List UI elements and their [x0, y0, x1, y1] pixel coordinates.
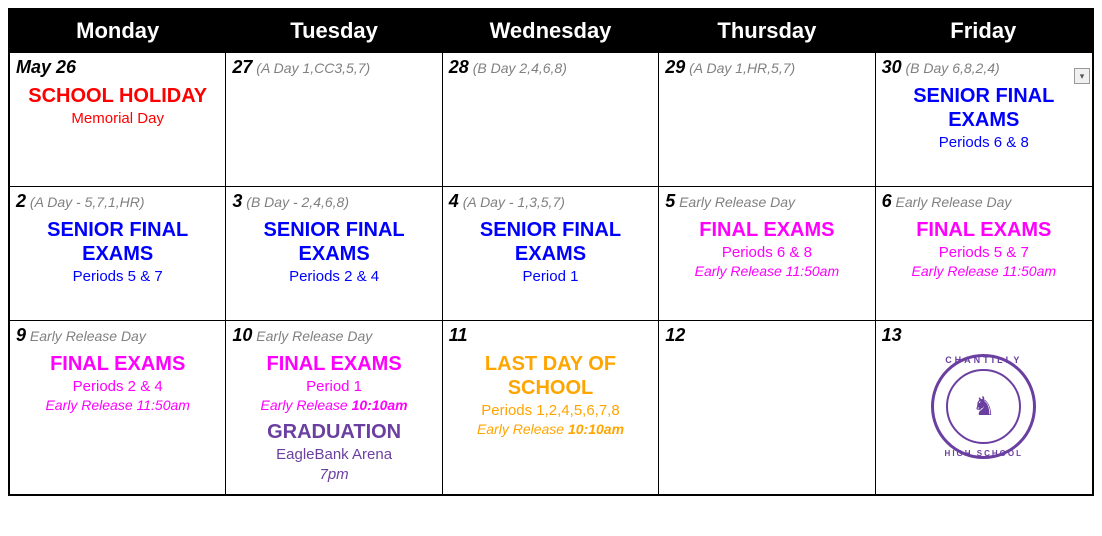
date-label: 2 (A Day - 5,7,1,HR) [16, 191, 219, 212]
day-note: Early Release Day [26, 328, 146, 344]
event-subtitle: Memorial Day [16, 110, 219, 128]
date-label: 10 Early Release Day [232, 325, 435, 346]
event: SENIOR FINAL EXAMS Periods 5 & 7 [16, 218, 219, 286]
header-monday: Monday [10, 10, 226, 52]
event-title: LAST DAY OF SCHOOL [449, 352, 652, 400]
day-note: Early Release Day [252, 328, 372, 344]
event: GRADUATION EagleBank Arena 7pm [232, 420, 435, 484]
day-cell: 10 Early Release DayFINAL EXAMSPeriod 1E… [226, 320, 442, 494]
date-label: May 26 [16, 57, 219, 78]
event-subtitle: Periods 6 & 8 [665, 244, 868, 262]
day-cell: 3 (B Day - 2,4,6,8) SENIOR FINAL EXAMS Per… [226, 186, 442, 320]
event-title: FINAL EXAMS [16, 352, 219, 376]
event-detail: Early Release 10:10am [449, 421, 652, 438]
header-thursday: Thursday [659, 10, 875, 52]
date-label: 27 (A Day 1,CC3,5,7) [232, 57, 435, 78]
header-tuesday: Tuesday [226, 10, 442, 52]
date-label: 3 (B Day - 2,4,6,8) [232, 191, 435, 212]
event: SENIOR FINAL EXAMS Period 1 [449, 218, 652, 286]
event-subtitle: Periods 2 & 4 [232, 268, 435, 286]
event-title: SENIOR FINAL EXAMS [449, 218, 652, 266]
date-label: 4 (A Day - 1,3,5,7) [449, 191, 652, 212]
event: FINAL EXAMS Periods 2 & 4Early Release 11… [16, 352, 219, 414]
day-note: (B Day 6,8,2,4) [902, 60, 1000, 76]
event: FINAL EXAMS Periods 6 & 8Early Release 11… [665, 218, 868, 280]
date-label: 6 Early Release Day [882, 191, 1086, 212]
date-label: 5 Early Release Day [665, 191, 868, 212]
day-cell: 5 Early Release Day FINAL EXAMS Periods 6 … [659, 186, 875, 320]
event-title: SENIOR FINAL EXAMS [882, 84, 1086, 132]
event-title: GRADUATION [232, 420, 435, 444]
event-title: SENIOR FINAL EXAMS [16, 218, 219, 266]
date-label: 30 (B Day 6,8,2,4) [882, 57, 1086, 78]
event-subtitle: Periods 5 & 7 [882, 244, 1086, 262]
event-detail: Early Release 11:50am [882, 263, 1086, 280]
day-note: (A Day 1,HR,5,7) [685, 60, 795, 76]
dropdown-icon[interactable]: ▾ [1074, 68, 1090, 84]
event-title: SENIOR FINAL EXAMS [232, 218, 435, 266]
date-label: 11 [449, 325, 652, 346]
day-note: Early Release Day [675, 194, 795, 210]
day-cell: May 26 SCHOOL HOLIDAY Memorial Day [10, 52, 226, 186]
event-subtitle: Period 1 [449, 268, 652, 286]
event-title: FINAL EXAMS [232, 352, 435, 376]
date-label: 9 Early Release Day [16, 325, 219, 346]
event-subtitle: Periods 1,2,4,5,6,7,8 [449, 402, 652, 420]
event: SENIOR FINAL EXAMS Periods 6 & 8 [882, 84, 1086, 152]
event-title: FINAL EXAMS [882, 218, 1086, 242]
day-cell: 29 (A Day 1,HR,5,7) [659, 52, 875, 186]
header-friday: Friday [876, 10, 1092, 52]
day-cell: 6 Early Release Day FINAL EXAMS Periods 5 … [876, 186, 1092, 320]
event: SCHOOL HOLIDAY Memorial Day [16, 84, 219, 128]
day-cell: 4 (A Day - 1,3,5,7) SENIOR FINAL EXAMS Per… [443, 186, 659, 320]
event-subtitle: Period 1 [232, 378, 435, 396]
day-note: Early Release Day [892, 194, 1012, 210]
date-label: 28 (B Day 2,4,6,8) [449, 57, 652, 78]
day-note: (B Day - 2,4,6,8) [242, 194, 349, 210]
day-note: (A Day 1,CC3,5,7) [252, 60, 370, 76]
header-wednesday: Wednesday [443, 10, 659, 52]
event: LAST DAY OF SCHOOL Periods 1,2,4,5,6,7,8E… [449, 352, 652, 438]
day-note: (B Day 2,4,6,8) [469, 60, 567, 76]
event-subtitle: Periods 2 & 4 [16, 378, 219, 396]
day-note: (A Day - 5,7,1,HR) [26, 194, 145, 210]
day-cell: 9 Early Release Day FINAL EXAMS Periods 2 … [10, 320, 226, 494]
event-detail: 7pm [232, 466, 435, 484]
day-cell: 12 [659, 320, 875, 494]
event-subtitle: Periods 5 & 7 [16, 268, 219, 286]
day-cell: 11 LAST DAY OF SCHOOL Periods 1,2,4,5,6,7,… [443, 320, 659, 494]
day-cell: 27 (A Day 1,CC3,5,7) [226, 52, 442, 186]
date-label: 12 [665, 325, 868, 346]
event-detail: Early Release 10:10am [232, 397, 435, 414]
event-detail: Early Release 11:50am [16, 397, 219, 414]
event-title: FINAL EXAMS [665, 218, 868, 242]
event: SENIOR FINAL EXAMS Periods 2 & 4 [232, 218, 435, 286]
event-detail: Early Release 11:50am [665, 263, 868, 280]
event: FINAL EXAMS Periods 5 & 7Early Release 11… [882, 218, 1086, 280]
date-label: 29 (A Day 1,HR,5,7) [665, 57, 868, 78]
day-note: (A Day - 1,3,5,7) [459, 194, 565, 210]
day-cell: 28 (B Day 2,4,6,8) [443, 52, 659, 186]
day-cell: 2 (A Day - 5,7,1,HR) SENIOR FINAL EXAMS Pe… [10, 186, 226, 320]
day-cell: 30 (B Day 6,8,2,4) SENIOR FINAL EXAMS Peri… [876, 52, 1092, 186]
calendar-grid: Monday Tuesday Wednesday Thursday Friday… [8, 8, 1094, 496]
event: FINAL EXAMS Period 1Early Release 10:10am [232, 352, 435, 414]
event-subtitle: EagleBank Arena [232, 446, 435, 464]
event-title: SCHOOL HOLIDAY [16, 84, 219, 108]
school-logo: CHANTILLY♞HIGH SCHOOL [882, 346, 1086, 466]
day-cell: 13CHANTILLY♞HIGH SCHOOL [876, 320, 1092, 494]
event-subtitle: Periods 6 & 8 [882, 134, 1086, 152]
date-label: 13 [882, 325, 1086, 346]
